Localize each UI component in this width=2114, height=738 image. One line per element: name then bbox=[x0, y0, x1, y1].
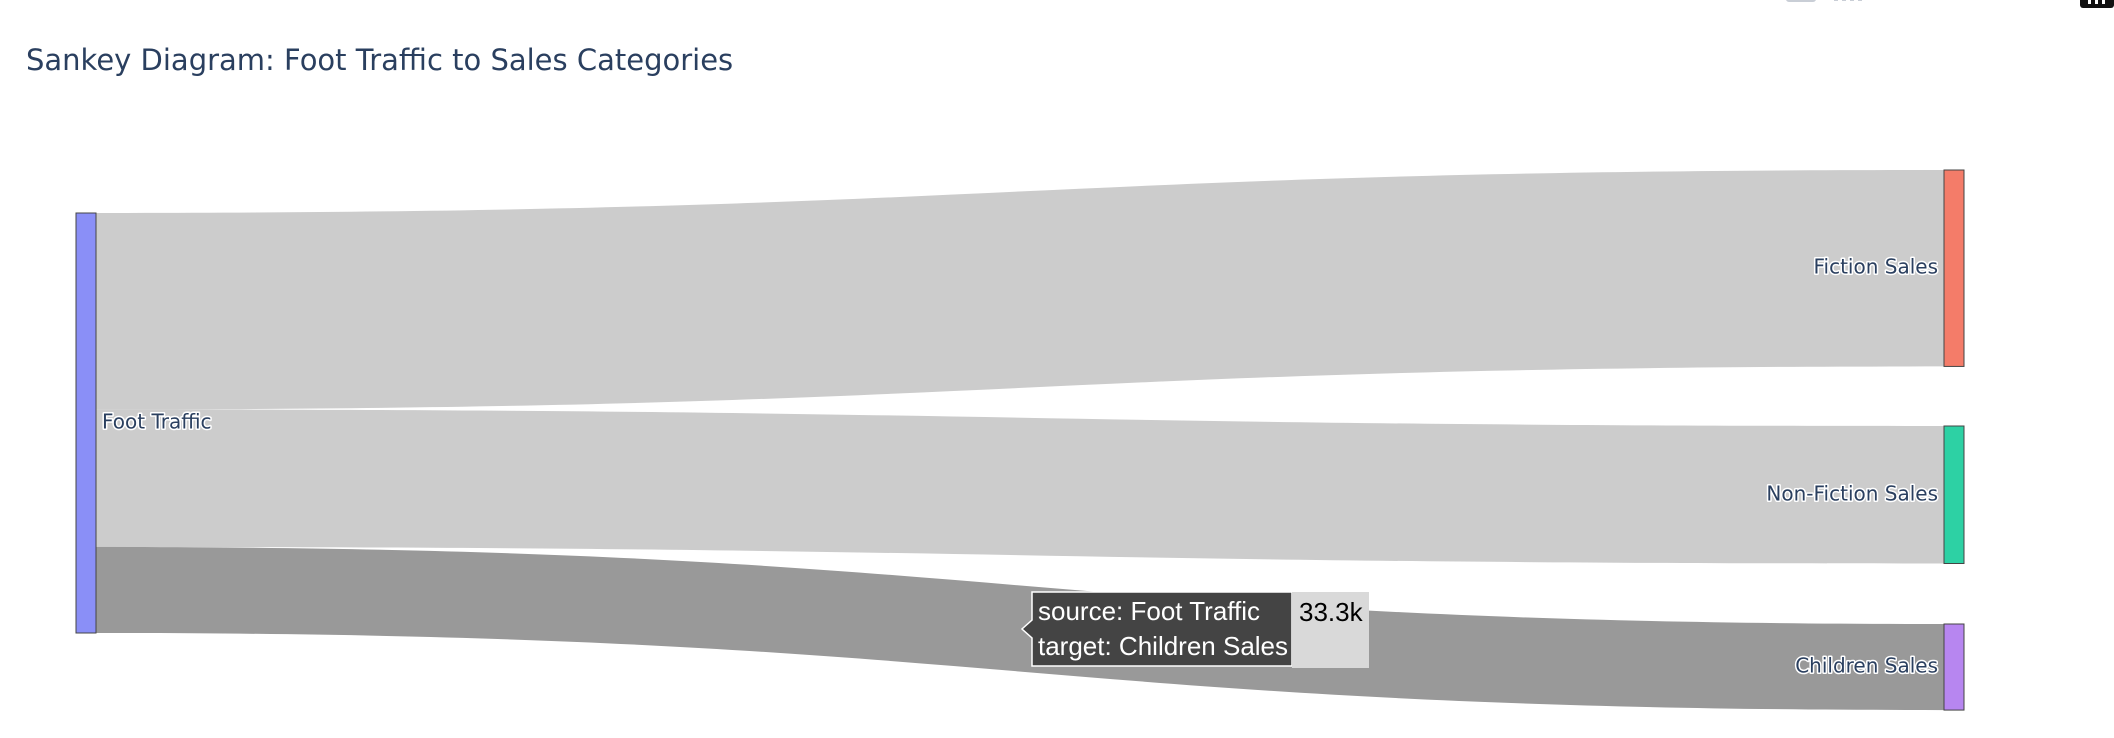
camera-icon[interactable] bbox=[1784, 0, 1818, 8]
pan-icon[interactable] bbox=[1984, 0, 2008, 8]
sankey-node-labels: Foot Traffic Fiction Sales Non-Fiction Sal… bbox=[101, 253, 1940, 679]
node-foot-traffic[interactable] bbox=[75, 212, 97, 634]
zoom-icon[interactable] bbox=[1832, 0, 1872, 8]
chart-title: Sankey Diagram: Foot Traffic to Sales Ca… bbox=[26, 43, 733, 77]
node-label-children-sales: Children Sales bbox=[1795, 654, 1938, 678]
hover-tooltip: source: Foot Traffic target: Children Sa… bbox=[1020, 591, 1369, 668]
link-fiction-sales[interactable] bbox=[96, 170, 1944, 410]
node-children-sales[interactable] bbox=[1943, 623, 1965, 711]
link-non-fiction-sales[interactable] bbox=[96, 409, 1944, 564]
node-label-foot-traffic: Foot Traffic bbox=[102, 410, 212, 434]
sankey-nodes bbox=[75, 169, 1965, 711]
node-non-fiction-sales[interactable] bbox=[1943, 425, 1965, 565]
node-label-fiction-sales: Fiction Sales bbox=[1813, 255, 1938, 279]
node-label-non-fiction-sales: Non-Fiction Sales bbox=[1766, 481, 1938, 505]
modebar bbox=[1784, 0, 2114, 14]
plotly-logo-icon[interactable] bbox=[2080, 0, 2114, 8]
lasso-icon[interactable] bbox=[1880, 0, 1916, 8]
tooltip-value-box bbox=[1292, 592, 1369, 668]
link-children-sales[interactable] bbox=[96, 546, 1944, 711]
tooltip-value: 33.3k bbox=[1299, 597, 1364, 627]
sankey-links bbox=[96, 170, 1944, 711]
tooltip-target-line: target: Children Sales bbox=[1038, 631, 1288, 661]
node-fiction-sales[interactable] bbox=[1943, 169, 1965, 367]
tooltip-source-line: source: Foot Traffic bbox=[1038, 596, 1260, 626]
